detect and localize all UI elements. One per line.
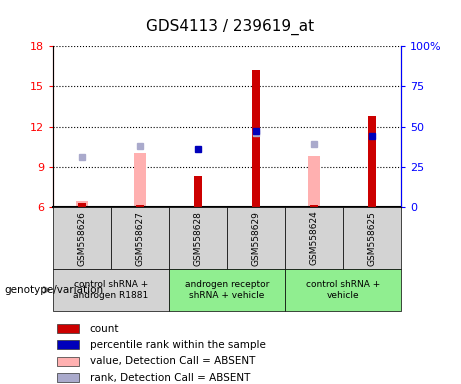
Bar [343,207,401,269]
Bar [57,373,79,382]
Bar [169,207,227,269]
Bar [368,116,377,207]
Text: GSM558626: GSM558626 [77,211,87,265]
Text: androgen receptor
shRNA + vehicle: androgen receptor shRNA + vehicle [185,280,269,300]
Bar [194,176,202,207]
Text: control shRNA +
androgen R1881: control shRNA + androgen R1881 [73,280,148,300]
Text: control shRNA +
vehicle: control shRNA + vehicle [306,280,380,300]
Bar [57,340,79,349]
Text: GSM558628: GSM558628 [194,211,202,265]
Text: percentile rank within the sample: percentile rank within the sample [89,339,266,349]
Text: rank, Detection Call = ABSENT: rank, Detection Call = ABSENT [89,373,250,383]
Bar [169,269,285,311]
Bar [57,324,79,333]
Text: GSM558627: GSM558627 [136,211,145,265]
Text: GSM558624: GSM558624 [309,211,319,265]
Bar [136,205,144,207]
Bar [285,269,401,311]
Text: GSM558625: GSM558625 [367,211,377,265]
Text: value, Detection Call = ABSENT: value, Detection Call = ABSENT [89,356,255,366]
Bar [77,204,86,207]
Bar [227,207,285,269]
Bar [57,357,79,366]
Bar [307,156,320,207]
Bar [252,70,260,207]
Text: GSM558629: GSM558629 [252,211,260,265]
Bar [53,207,111,269]
Bar [310,205,319,207]
Bar [134,153,147,207]
Bar [53,269,169,311]
Text: GDS4113 / 239619_at: GDS4113 / 239619_at [147,19,314,35]
Bar [111,207,169,269]
Bar [285,207,343,269]
Bar [76,200,89,207]
Text: count: count [89,324,119,334]
Text: genotype/variation: genotype/variation [5,285,104,295]
